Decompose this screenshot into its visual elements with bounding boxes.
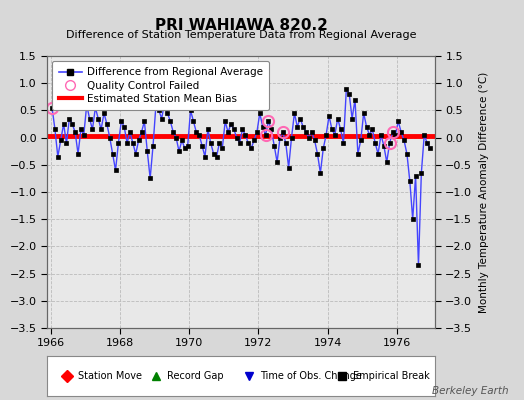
Text: Empirical Break: Empirical Break: [354, 371, 430, 381]
Text: Record Gap: Record Gap: [167, 371, 224, 381]
Text: Berkeley Earth: Berkeley Earth: [432, 386, 508, 396]
Text: Time of Obs. Change: Time of Obs. Change: [260, 371, 362, 381]
Legend: Difference from Regional Average, Quality Control Failed, Estimated Station Mean: Difference from Regional Average, Qualit…: [52, 61, 269, 110]
Y-axis label: Monthly Temperature Anomaly Difference (°C): Monthly Temperature Anomaly Difference (…: [479, 71, 489, 313]
Text: Station Move: Station Move: [78, 371, 142, 381]
Text: Difference of Station Temperature Data from Regional Average: Difference of Station Temperature Data f…: [66, 30, 416, 40]
Text: PRI WAHIAWA 820.2: PRI WAHIAWA 820.2: [155, 18, 328, 33]
